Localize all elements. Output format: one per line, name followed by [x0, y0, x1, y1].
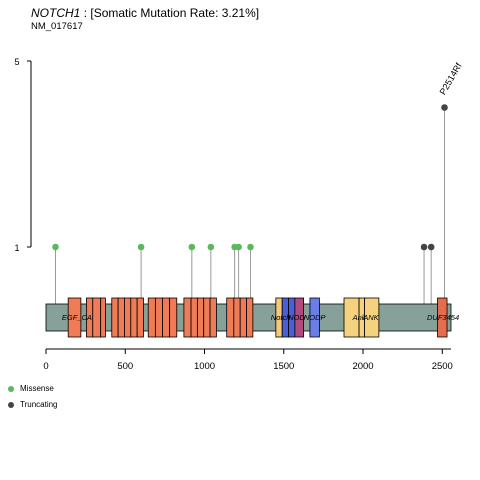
x-tick-label: 2500	[432, 361, 453, 372]
x-tick-label: 2000	[352, 361, 373, 372]
legend-item-missense: Missense	[8, 384, 54, 393]
legend-item-truncating: Truncating	[8, 400, 58, 409]
legend-dot-truncating	[8, 401, 14, 408]
domain-egf-ca	[100, 297, 106, 338]
domain-egf-ca	[196, 297, 205, 338]
domain-egf-ca	[239, 297, 247, 338]
domain-egf-ca	[124, 297, 132, 338]
domain-label: NOD	[288, 313, 305, 322]
domain-egf-ca	[154, 297, 163, 338]
x-tick-label: 1500	[273, 361, 294, 372]
domain-label: ANK	[362, 313, 379, 322]
missense-dot	[188, 243, 196, 251]
domain-label: DUF3454	[427, 313, 459, 322]
domain-egf-ca	[67, 297, 82, 338]
domain-egf-ca	[117, 297, 125, 338]
domain-egf-ca	[130, 297, 138, 338]
y-tick-label: 1	[14, 243, 19, 253]
x-tick-label: 0	[43, 361, 48, 372]
x-tick-label: 1000	[194, 361, 215, 372]
gene-name: NOTCH1	[31, 6, 81, 20]
y-axis: 15	[14, 57, 32, 253]
legend-label-missense: Missense	[20, 384, 54, 393]
missense-dot	[137, 243, 145, 251]
x-tick-label: 500	[117, 361, 133, 372]
missense-dot	[247, 243, 254, 251]
domain-egf-ca	[92, 297, 102, 338]
mutation-dots: P2514Rf	[52, 61, 464, 251]
truncating-dot	[420, 243, 428, 251]
chart-title: NOTCH1 : [Somatic Mutation Rate: 3.21%]	[31, 6, 259, 20]
domain-label: EGF_CA	[62, 313, 92, 322]
transcript-id: NM_017617	[31, 21, 83, 32]
domain-layer	[67, 297, 448, 338]
domain-egf-ca	[111, 297, 119, 338]
missense-dot	[235, 243, 242, 251]
domain-nodp	[309, 297, 320, 338]
truncating-dot	[441, 104, 448, 111]
domain-label: Notch	[271, 313, 291, 322]
legend-label-truncating: Truncating	[20, 400, 58, 409]
domain-egf-ca	[203, 297, 211, 338]
domain-egf-ca	[136, 297, 144, 338]
x-axis: 0 500 1000 1500 2000 2500	[43, 348, 453, 372]
domain-duf3454	[437, 297, 448, 338]
domain-egf-ca	[183, 297, 192, 338]
domain-egf-ca	[209, 297, 217, 338]
domain-egf-ca	[162, 297, 171, 338]
missense-dot	[52, 243, 59, 251]
domain-egf-ca	[233, 297, 241, 338]
domain-label: NODP	[304, 313, 326, 322]
mutation-stems	[55, 107, 446, 304]
domain-egf-ca	[169, 297, 178, 338]
domain-egf-ca	[246, 297, 254, 338]
domain-label: Ank	[352, 313, 367, 322]
mutation-annotation: P2514Rf	[438, 61, 464, 97]
domain-egf-ca	[147, 297, 156, 338]
domain-nod	[294, 297, 304, 338]
domain-egf-ca	[226, 297, 235, 338]
missense-dot	[207, 243, 215, 251]
y-tick-label: 5	[14, 57, 19, 67]
legend-dot-missense	[8, 385, 14, 392]
mutation-rate-text: : [Somatic Mutation Rate: 3.21%]	[83, 6, 260, 20]
truncating-dot	[427, 243, 435, 251]
domain-egf-ca	[190, 297, 198, 338]
domain-ank	[364, 297, 380, 338]
